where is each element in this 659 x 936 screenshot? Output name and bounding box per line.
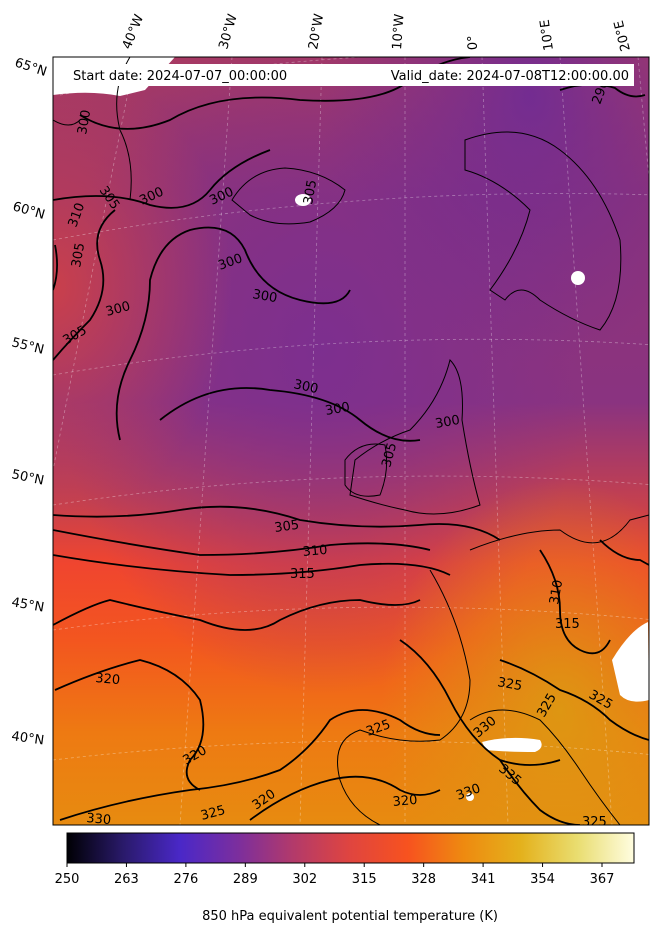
lon-label: 10°E	[538, 18, 557, 51]
lat-label: 65°N	[13, 56, 49, 80]
contour-label: 330	[86, 811, 112, 828]
longitude-labels: 40°W 30°W 20°W 10°W 0° 10°E 20°E	[120, 12, 634, 52]
colorbar-tick-label: 250	[55, 872, 80, 887]
contour-label: 300	[292, 377, 319, 397]
colorbar-gradient	[66, 832, 635, 864]
contour-label: 320	[95, 671, 121, 688]
terrain-mask-iceland	[295, 194, 311, 206]
contour-label: 315	[555, 617, 580, 632]
contour-label: 300	[251, 287, 278, 306]
contour-label: 325	[199, 803, 227, 824]
colorbar-label: 850 hPa equivalent potential temperature…	[202, 909, 498, 924]
lon-label: 20°E	[612, 19, 634, 53]
lon-label: 40°W	[120, 12, 147, 51]
contour-label: 305	[301, 179, 320, 206]
header-box	[64, 64, 634, 86]
lat-label: 55°N	[10, 335, 45, 357]
colorbar-tick-label: 341	[471, 872, 496, 887]
contour-label: 320	[392, 793, 418, 810]
contour-label: 305	[69, 242, 88, 269]
start-date-text: Start date: 2024-07-07_00:00:00	[73, 69, 287, 84]
lon-label: 10°W	[390, 13, 407, 50]
colorbar-tick-label: 302	[292, 872, 317, 887]
colorbar-tick-label: 354	[530, 872, 555, 887]
graticule	[53, 57, 649, 825]
lat-label: 60°N	[11, 199, 47, 222]
contour-label: 300	[434, 413, 461, 432]
colorbar: 250 263 276 289 302 315 328 341 354 367 850 hPa e…	[55, 832, 635, 924]
contour-label: 300	[324, 400, 351, 419]
terrain-mask-norway	[571, 271, 585, 285]
map-frame	[52, 56, 650, 826]
contour-label: 300	[75, 109, 94, 136]
lon-label: 30°W	[216, 12, 240, 51]
lat-label: 40°N	[10, 729, 45, 748]
valid-date-text: Valid_date: 2024-07-08T12:00:00.00	[391, 69, 629, 84]
colorbar-ticks: 250 263 276 289 302 315 328 341 354 367	[55, 863, 615, 887]
coastlines	[53, 57, 649, 825]
latitude-labels: 65°N 60°N 55°N 50°N 45°N 40°N	[10, 56, 49, 749]
colorbar-tick-label: 263	[114, 872, 139, 887]
contour-label: 305	[379, 441, 400, 469]
terrain-mask-spain	[466, 793, 474, 801]
contour-label: 315	[290, 567, 315, 582]
colorbar-tick-label: 367	[590, 872, 615, 887]
colorbar-tick-label: 328	[411, 872, 436, 887]
contour-label: 310	[547, 579, 566, 606]
terrain-mask-pyrenees	[482, 737, 542, 752]
temperature-field: 300 300 300 300 300 300 300 300 300 305 …	[53, 57, 649, 830]
lon-label: 20°W	[306, 13, 327, 51]
colorbar-tick-label: 276	[173, 872, 198, 887]
contour-label: 325	[582, 815, 607, 830]
lat-label: 45°N	[10, 595, 45, 615]
contour-label: 300	[104, 299, 132, 320]
colorbar-tick-label: 315	[352, 872, 377, 887]
lat-label: 50°N	[10, 467, 45, 488]
contour-label: 305	[273, 518, 300, 536]
contour-label: 310	[302, 543, 328, 560]
lon-label: 0°	[465, 35, 481, 50]
colorbar-tick-label: 289	[233, 872, 258, 887]
contour-label: 325	[496, 675, 523, 694]
terrain-mask-alps	[612, 622, 649, 702]
